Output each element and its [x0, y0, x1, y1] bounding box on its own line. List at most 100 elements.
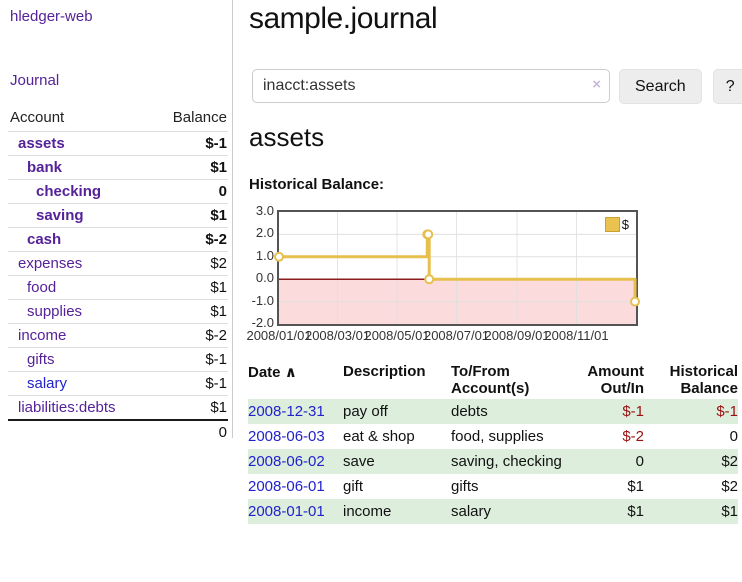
account-link-liabilities-debts[interactable]: liabilities:debts — [18, 399, 116, 416]
x-axis-tick-label: 2008/05/01 — [364, 328, 430, 343]
accounts-total-row: 0 — [8, 419, 228, 444]
account-balance: $1 — [151, 299, 228, 324]
x-axis-tick-label: 2008/01/01 — [246, 328, 312, 343]
transaction-balance: $-1 — [644, 399, 738, 424]
transaction-description: income — [343, 499, 451, 524]
account-row: checking 0 — [8, 179, 228, 204]
register-row: 2008-12-31 pay off debts $-1 $-1 — [248, 399, 738, 424]
register-row: 2008-06-03 eat & shop food, supplies $-2 0 — [248, 424, 738, 449]
transaction-description: gift — [343, 478, 364, 495]
x-axis-tick-label: 2008/07/01 — [423, 328, 490, 343]
transaction-balance: $2 — [644, 449, 738, 474]
account-link-expenses[interactable]: expenses — [18, 255, 83, 272]
accounts-header-account: Account — [10, 109, 65, 126]
transaction-amount: $1 — [627, 478, 644, 495]
transaction-amount: $-1 — [563, 399, 644, 424]
account-balance: $-2 — [151, 227, 228, 252]
historical-balance-chart: $ 3.0 2.0 1.0 0.0 -1.0 -2.0 2008/01/01 2008/03/… — [246, 203, 740, 343]
account-link-cash[interactable]: cash — [27, 231, 62, 248]
account-link-food[interactable]: food — [27, 279, 57, 296]
account-balance: $-1 — [151, 347, 228, 372]
account-balance: $1 — [151, 155, 228, 180]
account-row: income $-2 — [8, 323, 228, 348]
register-row: 2008-06-01 gift gifts $1 $2 — [248, 474, 738, 499]
search-input[interactable] — [252, 69, 610, 103]
transaction-balance: $1 — [644, 499, 738, 524]
transaction-date-link[interactable]: 2008-01-01 — [248, 503, 325, 520]
transaction-accounts: food, supplies — [451, 428, 544, 445]
register-header-description: Description — [343, 363, 426, 380]
y-axis-tick-label: 0.0 — [255, 270, 274, 286]
register-header-balance: Historical Balance — [669, 363, 738, 397]
transaction-balance: $2 — [721, 478, 738, 495]
transaction-description: pay off — [343, 399, 451, 424]
legend-swatch-icon — [604, 217, 620, 232]
transaction-amount: $1 — [563, 499, 644, 524]
account-title: assets — [249, 122, 325, 152]
accounts-header-balance: Balance — [172, 109, 227, 126]
account-row: salary $-1 — [8, 371, 228, 396]
account-balance: $-1 — [151, 371, 228, 396]
sort-ascending-icon: ∧ — [284, 364, 297, 381]
account-link-income[interactable]: income — [18, 327, 67, 344]
accounts-header-row: Account Balance — [8, 106, 228, 132]
nav-journal-link[interactable]: Journal — [10, 72, 60, 89]
transaction-description: save — [343, 449, 451, 474]
transaction-accounts: saving, checking — [451, 449, 563, 474]
clear-search-icon[interactable]: × — [592, 76, 601, 93]
account-balance: $-2 — [151, 323, 228, 348]
page-title: sample.journal — [249, 2, 438, 35]
transaction-date-link[interactable]: 2008-06-03 — [248, 428, 325, 445]
transaction-date-link[interactable]: 2008-06-01 — [248, 478, 325, 495]
account-row: liabilities:debts $1 — [8, 395, 228, 420]
register-header-row: Date ∧ Description To/From Account(s) Am… — [248, 361, 738, 399]
transaction-accounts: gifts — [451, 478, 479, 495]
search-bar: × Search ? — [252, 69, 742, 104]
sidebar: hledger-web Journal Account Balance asse… — [0, 0, 233, 444]
register-header-amount: Amount Out/In — [587, 363, 644, 397]
account-link-bank[interactable]: bank — [27, 159, 63, 176]
account-row: assets $-1 — [8, 131, 228, 156]
x-axis-tick-label: 2008/03/01 — [304, 328, 371, 343]
accounts-table: Account Balance assets $-1 bank $1 checking 0… — [8, 106, 228, 444]
x-axis-tick-label: 2008/11/01 — [544, 328, 609, 343]
transaction-amount: 0 — [563, 449, 644, 474]
account-link-assets[interactable]: assets — [18, 135, 65, 152]
transaction-date-link[interactable]: 2008-12-31 — [248, 403, 325, 420]
legend-label: $ — [621, 217, 629, 232]
account-link-salary[interactable]: salary — [27, 375, 68, 392]
chart-plot-area: $ — [274, 210, 641, 326]
transaction-date-link[interactable]: 2008-06-02 — [248, 453, 325, 470]
y-axis-tick-label: 3.0 — [255, 203, 274, 218]
account-link-supplies[interactable]: supplies — [27, 303, 83, 320]
account-link-checking[interactable]: checking — [36, 183, 102, 200]
account-row: expenses $2 — [8, 251, 228, 276]
transaction-amount: $-2 — [622, 428, 644, 445]
transaction-accounts: salary — [451, 499, 563, 524]
chart-label: Historical Balance: — [249, 176, 385, 193]
x-axis-tick-label: 2008/09/01 — [484, 328, 550, 343]
chart-canvas — [274, 212, 641, 324]
transaction-balance: 0 — [729, 428, 738, 445]
register-row: 2008-01-01 income salary $1 $1 — [248, 499, 738, 524]
search-help-button[interactable]: ? — [712, 69, 742, 104]
search-button[interactable]: Search — [619, 69, 702, 104]
account-balance: $1 — [151, 395, 228, 420]
register-header-tofrom: To/From Account(s) — [451, 363, 530, 397]
accounts-total-value: 0 — [151, 419, 228, 444]
account-row: saving $1 — [8, 203, 228, 228]
transaction-description: eat & shop — [343, 428, 415, 445]
account-balance: $2 — [151, 251, 228, 276]
account-balance: $1 — [151, 203, 228, 228]
account-row: cash $-2 — [8, 227, 228, 252]
account-row: food $1 — [8, 275, 228, 300]
y-axis-tick-label: -1.0 — [251, 292, 274, 308]
account-link-saving[interactable]: saving — [36, 207, 84, 224]
account-row: gifts $-1 — [8, 347, 228, 372]
account-balance: $1 — [151, 275, 228, 300]
register-header-date[interactable]: Date ∧ — [248, 364, 297, 381]
account-balance: 0 — [151, 179, 228, 204]
account-link-gifts[interactable]: gifts — [27, 351, 55, 368]
app-brand-link[interactable]: hledger-web — [10, 8, 93, 25]
y-axis-tick-label: -2.0 — [251, 315, 274, 330]
